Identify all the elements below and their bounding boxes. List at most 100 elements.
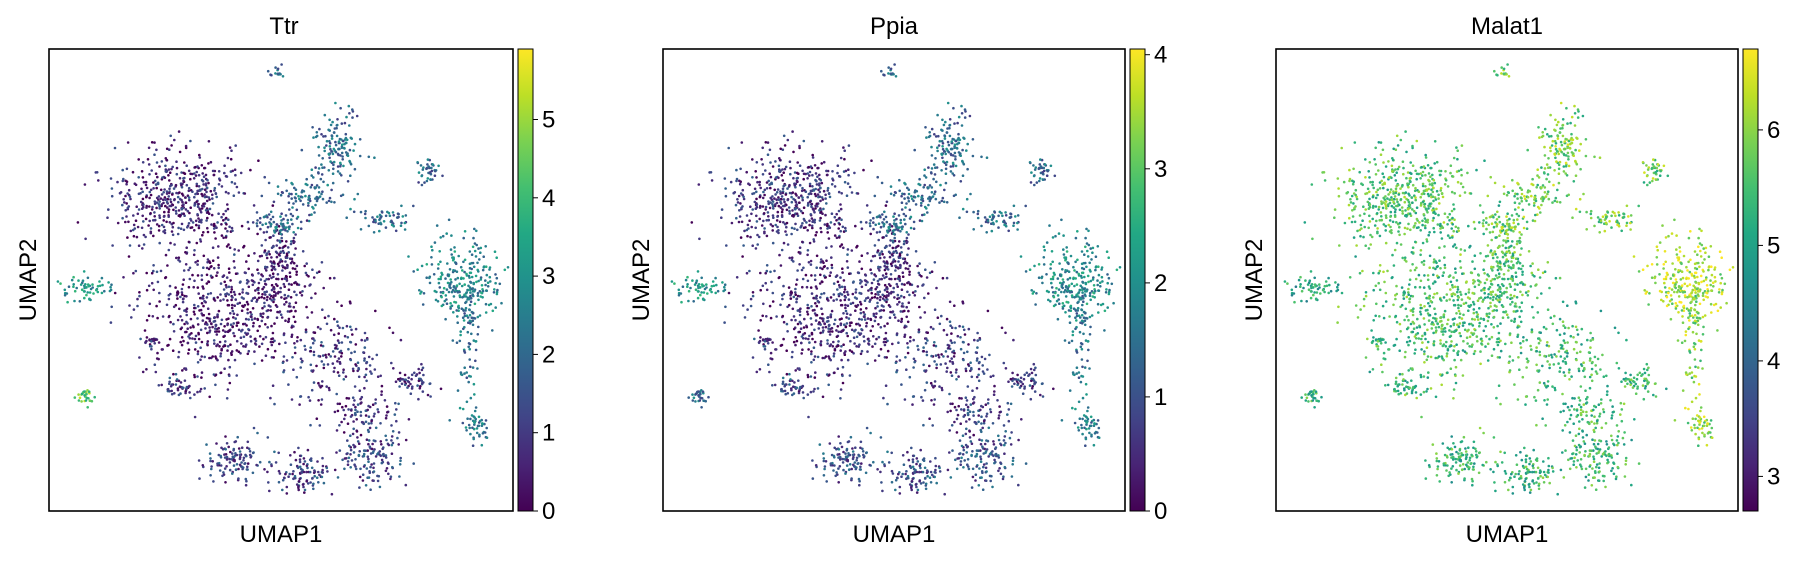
scatter-point (285, 485, 289, 489)
scatter-point (1083, 426, 1086, 430)
scatter-point (200, 355, 203, 358)
scatter-point (344, 132, 348, 136)
scatter-point (735, 168, 738, 172)
scatter-point (878, 269, 881, 272)
scatter-point (1065, 250, 1069, 253)
scatter-point (889, 284, 892, 288)
scatter-point (230, 285, 233, 289)
scatter-point (189, 177, 192, 181)
scatter-point (153, 363, 157, 367)
scatter-point (860, 349, 864, 353)
scatter-point (473, 421, 477, 424)
scatter-point (788, 212, 791, 215)
scatter-point (289, 463, 293, 467)
scatter-point (807, 192, 811, 196)
scatter-point (1050, 281, 1053, 285)
scatter-point (305, 480, 309, 483)
scatter-point (768, 172, 771, 175)
scatter-point (400, 204, 403, 208)
scatter-point (349, 466, 353, 469)
scatter-point (334, 101, 337, 105)
scatter-point (340, 355, 343, 358)
scatter-point (813, 355, 817, 358)
scatter-point (180, 343, 184, 347)
scatter-point (885, 234, 888, 237)
scatter-point (796, 161, 799, 164)
scatter-point (1077, 274, 1081, 277)
scatter-point (927, 166, 930, 169)
scatter-point (385, 438, 388, 442)
scatter-point (276, 67, 280, 71)
scatter-point (127, 255, 131, 258)
scatter-point (339, 106, 342, 110)
scatter-point (1068, 315, 1071, 318)
scatter-point (723, 285, 726, 289)
scatter-point (822, 292, 826, 295)
scatter-point (294, 458, 298, 462)
scatter-point (883, 73, 886, 77)
scatter-point (91, 286, 94, 289)
scatter-point (453, 250, 457, 253)
scatter-point (317, 381, 320, 385)
scatter-point (947, 143, 951, 147)
scatter-point (775, 191, 779, 194)
scatter-point (315, 184, 319, 187)
scatter-point (334, 346, 338, 350)
scatter-point (1045, 273, 1048, 276)
scatter-point (930, 154, 934, 157)
scatter-point (302, 462, 305, 466)
scatter-point (307, 395, 310, 399)
scatter-point (226, 156, 230, 160)
scatter-point (206, 216, 209, 220)
scatter-point (833, 371, 836, 375)
scatter-point (859, 308, 863, 311)
scatter-point (175, 166, 179, 170)
scatter-point (353, 142, 357, 146)
scatter-point (821, 260, 824, 263)
scatter-point (670, 280, 674, 283)
scatter-point (390, 424, 393, 427)
scatter-point (186, 194, 190, 197)
scatter-point (321, 190, 324, 193)
scatter-point (826, 189, 829, 192)
scatter-point (279, 215, 282, 218)
scatter-point (899, 310, 903, 313)
scatter-point (809, 192, 813, 196)
scatter-point (882, 225, 885, 228)
scatter-point (245, 479, 248, 483)
scatter-point (845, 260, 849, 263)
scatter-point (829, 296, 833, 299)
scatter-point (215, 226, 218, 229)
scatter-point (356, 436, 359, 439)
scatter-point (421, 303, 425, 306)
scatter-point (914, 250, 918, 253)
scatter-point (343, 121, 347, 125)
scatter-point (420, 368, 424, 372)
scatter-point (283, 266, 287, 269)
scatter-point (266, 326, 270, 329)
scatter-point (314, 203, 317, 207)
scatter-point (839, 245, 842, 248)
scatter-point (902, 296, 906, 299)
scatter-point (892, 232, 895, 235)
scatter-point (268, 297, 272, 300)
scatter-point (965, 197, 969, 201)
scatter-point (828, 274, 832, 278)
scatter-point (193, 313, 196, 316)
scatter-point (220, 185, 224, 188)
scatter-point (802, 326, 806, 329)
scatter-point (243, 303, 247, 307)
scatter-point (878, 230, 882, 234)
scatter-point (397, 431, 401, 434)
scatter-point (289, 212, 293, 216)
scatter-point (1096, 245, 1100, 248)
scatter-point (387, 472, 390, 476)
scatter-point (898, 240, 901, 243)
scatter-point (835, 212, 838, 216)
scatter-point (179, 315, 182, 318)
scatter-point (917, 194, 920, 198)
scatter-point (246, 308, 249, 311)
scatter-point (323, 113, 327, 117)
scatter-point (224, 236, 228, 239)
scatter-point (258, 335, 262, 338)
